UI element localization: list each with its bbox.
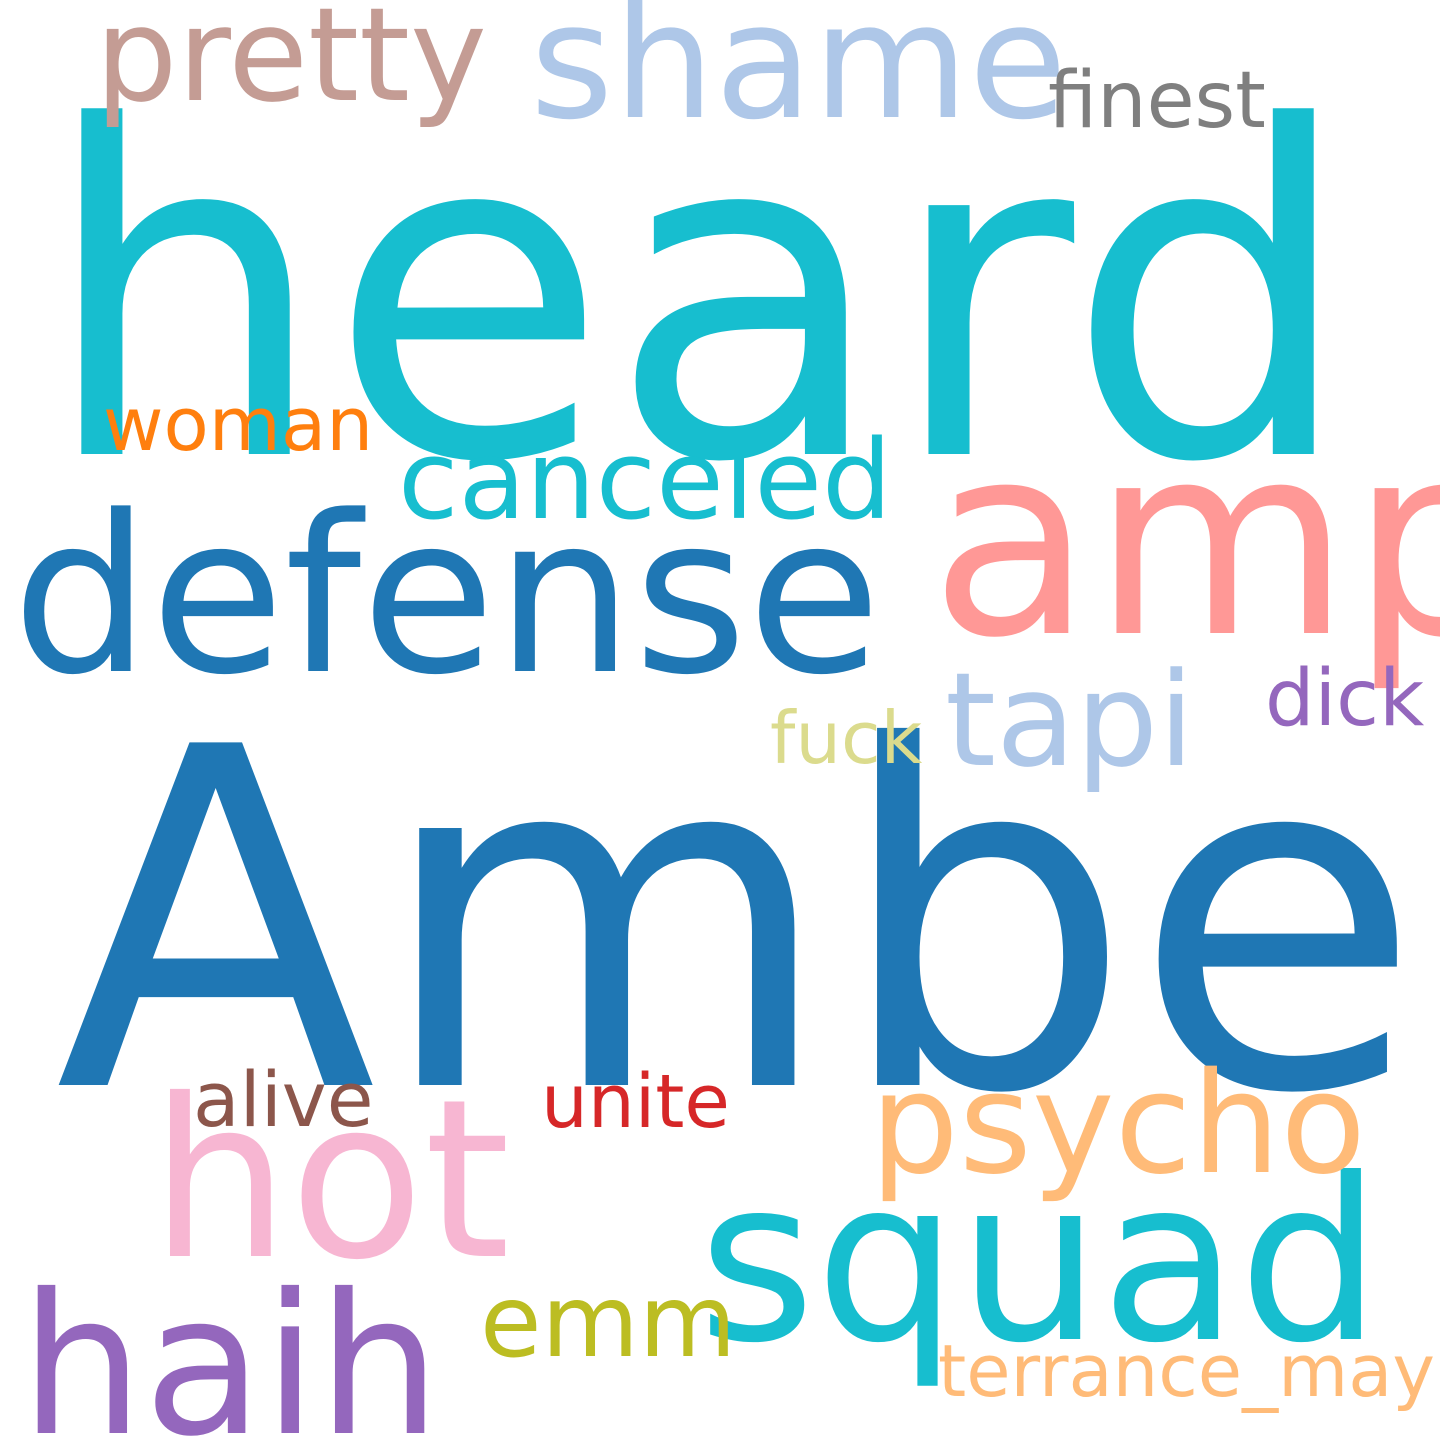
word-heard: heard xyxy=(40,33,1356,562)
word-shame: shame xyxy=(530,0,1068,155)
word-canceled: canceled xyxy=(398,416,892,544)
word-haih: haih xyxy=(20,1252,441,1440)
word-dick: dick xyxy=(1265,654,1425,744)
word-woman: woman xyxy=(103,382,374,468)
word-alive: alive xyxy=(193,1055,374,1144)
word-hot: hot xyxy=(150,1052,511,1308)
word-fuck: fuck xyxy=(770,696,923,780)
word-squad: squad xyxy=(698,1131,1382,1393)
word-amp: amp xyxy=(930,388,1440,696)
word-emm: emm xyxy=(480,1263,737,1380)
word-amber: Amber xyxy=(55,649,1440,1196)
word-finest: finest xyxy=(1048,56,1266,146)
word-psycho: psycho xyxy=(870,1043,1367,1206)
word-tapi: tapi xyxy=(945,644,1195,796)
word-pretty: pretty xyxy=(95,0,487,131)
word-terrance-may: terrance_may xyxy=(938,1329,1435,1413)
word-defense: defense xyxy=(12,470,882,723)
word-unite: unite xyxy=(541,1059,730,1145)
